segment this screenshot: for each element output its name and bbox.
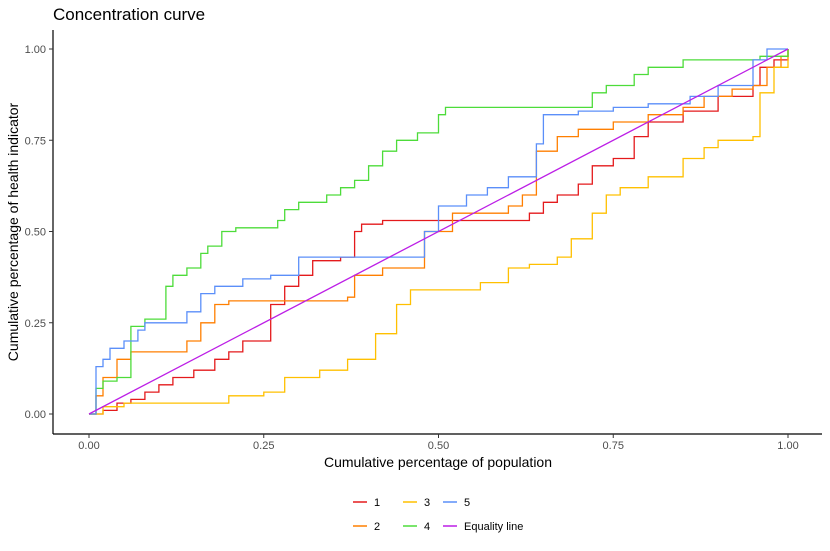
series-line-4 — [89, 49, 789, 415]
y-tick-label: 0.25 — [25, 318, 46, 330]
series-line-5 — [89, 48, 788, 415]
x-tick-label: 0.00 — [78, 440, 99, 452]
chart-title: Concentration curve — [53, 5, 205, 24]
legend-label-5: 5 — [464, 497, 470, 509]
y-tick-label: 1.00 — [25, 44, 46, 56]
x-axis-title: Cumulative percentage of population — [324, 454, 552, 470]
axes: 0.00 0.25 0.50 0.75 1.00 0.00 0.25 0.50 0.75 1.00 — [25, 30, 822, 452]
legend-label-3: 3 — [424, 497, 430, 509]
y-axis-title: Cumulative percentage of health indicato… — [5, 102, 21, 361]
series-line-equality-line — [88, 48, 789, 415]
series-lines — [88, 48, 789, 415]
y-tick-label: 0.50 — [25, 227, 46, 239]
series-line-1 — [89, 49, 789, 415]
y-tick-label: 0.00 — [25, 409, 46, 421]
x-tick-label: 0.25 — [253, 440, 274, 452]
x-tick-label: 1.00 — [777, 440, 798, 452]
legend-label-1: 1 — [374, 497, 380, 509]
y-tick-label: 0.75 — [25, 135, 46, 147]
x-tick-label: 0.75 — [603, 440, 624, 452]
legend-label-2: 2 — [374, 521, 380, 533]
legend-label-4: 4 — [424, 521, 430, 533]
x-tick-label: 0.50 — [428, 440, 449, 452]
series-line-3 — [89, 49, 789, 415]
legend-label-equality-line: Equality line — [464, 521, 523, 533]
legend: 1 2 3 4 5 Equality line — [353, 497, 523, 533]
